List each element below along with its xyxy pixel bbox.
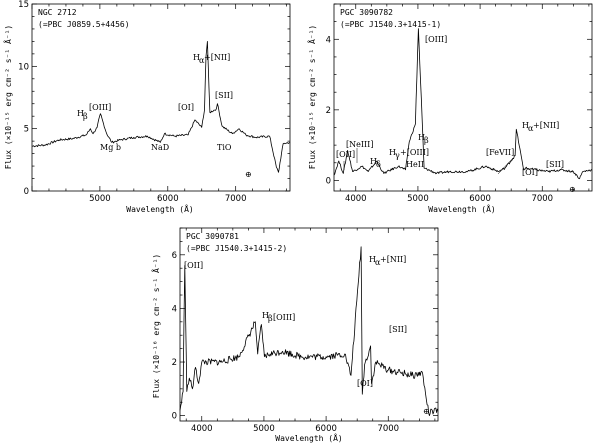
annotation-label: +[NII] — [380, 255, 406, 264]
panel-title: PGC 3090781 — [186, 232, 239, 241]
panel-title: NGC 2712 — [38, 8, 77, 17]
annotation-label: [OII] — [184, 261, 203, 270]
y-axis-label: Flux (×10⁻¹⁵ erg cm⁻² s⁻¹ Å⁻¹) — [2, 25, 13, 170]
y-tick-label: 2 — [172, 358, 177, 368]
annotation-label: β — [424, 136, 429, 145]
line-annotations: H β [OIII] Mg b NaD [OI] H α +[NII] [SII… — [77, 53, 252, 179]
annotation-label: +[NII] — [204, 53, 230, 62]
y-tick-label: 5 — [24, 125, 29, 135]
line-annotations: [OII] [NeIII] H δ H γ +[OIII] HeII H β [… — [336, 35, 576, 194]
annotation-label: HeII — [406, 160, 424, 169]
annotation-label: α — [375, 258, 381, 267]
x-tick-label: 7000 — [377, 424, 399, 434]
y-axis-label: Flux (×10⁻¹⁶ erg cm⁻² s⁻¹ Å⁻¹) — [150, 254, 161, 399]
axis-ticks: 4000 5000 6000 7000 0 2 4 — [326, 3, 592, 204]
annotation-label: Mg b — [100, 143, 121, 152]
annotation-label: [OI] — [178, 103, 194, 112]
y-tick-label: 2 — [326, 106, 331, 116]
annotation-label: β — [268, 314, 273, 323]
annotation-label: TiO — [217, 143, 232, 152]
annotation-label: γ — [395, 151, 400, 160]
annotation-label: [NeIII] — [346, 140, 373, 149]
annotation-label: [SII] — [215, 91, 233, 100]
panel-pgc3090782: PGC 3090782 (=PBC J1540.3+1415-1) Wavele… — [306, 3, 593, 214]
x-axis-label: Wavelength (Å) — [275, 432, 342, 443]
annotation-label: [OI] — [357, 379, 373, 388]
y-tick-label: 10 — [18, 62, 29, 72]
y-tick-label: 15 — [18, 0, 29, 10]
annotation-label: NaD — [151, 143, 169, 152]
x-tick-label: 6000 — [315, 424, 337, 434]
x-tick-label: 5000 — [89, 194, 111, 204]
earth-symbol-icon: ⊕ — [245, 170, 252, 179]
annotation-label: H — [77, 109, 84, 118]
x-tick-label: 5000 — [253, 424, 275, 434]
spectrum-line — [32, 41, 291, 173]
x-tick-label: 7000 — [531, 194, 553, 204]
annotation-label: [SII] — [546, 160, 564, 169]
spectrum-line — [179, 246, 439, 416]
panel-subtitle: (=PBC J1540.3+1415-1) — [340, 20, 441, 29]
annotation-label: δ — [376, 160, 381, 169]
earth-symbol-icon: ⊕ — [569, 185, 576, 194]
annotation-label: [OIII] — [273, 313, 295, 322]
plot-frame — [31, 3, 291, 192]
annotation-label: [FeVII] — [486, 148, 514, 157]
plot-frame — [333, 3, 593, 192]
annotation-label: H — [262, 311, 269, 320]
y-tick-label: 0 — [326, 176, 331, 186]
axis-ticks: 4000 5000 6000 7000 0 2 4 6 — [172, 227, 438, 434]
annotation-label: H — [193, 53, 200, 62]
axis-ticks: 5000 6000 7000 0 5 10 15 — [18, 0, 290, 204]
y-tick-label: 4 — [172, 304, 177, 314]
annotation-label: α — [199, 56, 205, 65]
y-tick-label: 4 — [326, 35, 331, 45]
x-tick-label: 7000 — [225, 194, 247, 204]
x-tick-label: 6000 — [469, 194, 491, 204]
line-annotations: [OII] H β [OIII] [OI] H α +[NII] [SII] ⊕ — [184, 255, 430, 416]
annotation-label: H — [522, 121, 529, 130]
x-tick-label: 5000 — [407, 194, 429, 204]
annotation-label: [OI] — [522, 168, 538, 177]
x-tick-label: 4000 — [191, 424, 213, 434]
y-tick-label: 6 — [172, 251, 177, 261]
annotation-label: H — [369, 255, 376, 264]
annotation-label: H — [389, 148, 396, 157]
panel-pgc3090781: PGC 3090781 (=PBC J1540.3+1415-2) Wavele… — [150, 227, 439, 443]
annotation-label: α — [528, 124, 534, 133]
y-tick-label: 0 — [24, 187, 29, 197]
y-tick-label: 0 — [172, 412, 177, 422]
spectrum-line — [333, 28, 593, 180]
plot-frame — [179, 227, 439, 422]
annotation-label: +[NII] — [533, 121, 559, 130]
annotation-label: H — [418, 133, 425, 142]
annotation-label: [OIII] — [89, 103, 111, 112]
annotation-label: β — [83, 112, 88, 121]
panel-ngc2712: NGC 2712 (=PBC J0859.5+4456) Wavelength … — [2, 0, 291, 214]
panel-subtitle: (=PBC J0859.5+4456) — [38, 20, 130, 29]
x-tick-label: 6000 — [157, 194, 179, 204]
y-axis-label: Flux (×10⁻¹⁵ erg cm⁻² s⁻¹ Å⁻¹) — [306, 25, 317, 170]
annotation-label: H — [370, 157, 377, 166]
annotation-label: [SII] — [389, 325, 407, 334]
panel-subtitle: (=PBC J1540.3+1415-2) — [186, 244, 287, 253]
panel-title: PGC 3090782 — [340, 8, 393, 17]
annotation-label: [OII] — [336, 150, 355, 159]
x-tick-label: 4000 — [345, 194, 367, 204]
annotation-label: [OIII] — [425, 35, 447, 44]
x-axis-label: Wavelength (Å) — [126, 203, 193, 214]
leader-line — [497, 157, 514, 175]
earth-symbol-icon: ⊕ — [423, 407, 430, 416]
annotation-label: +[OIII] — [400, 148, 429, 157]
x-axis-label: Wavelength (Å) — [428, 203, 495, 214]
